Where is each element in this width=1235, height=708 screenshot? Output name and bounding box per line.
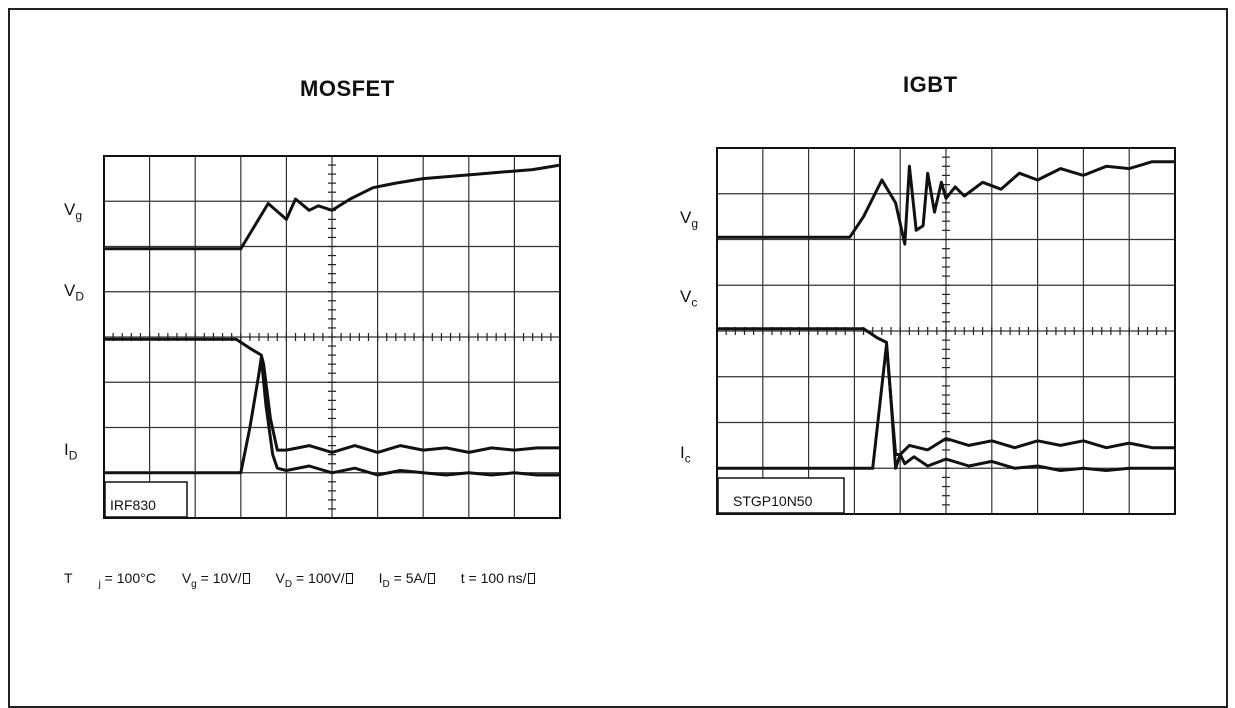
mosfet-title: MOSFET [300,76,395,101]
igbt-vc-label: Vc [680,287,698,310]
oscilloscope-plots [103,147,1176,519]
igbt-ic-label: Ic [680,443,691,466]
condition-vg: Vg = 10V/ [182,570,250,590]
igbt-title: IGBT [903,72,958,97]
mosfet-trace-vg [104,163,561,251]
igbt-trace-ic [717,343,1175,472]
mosfet-id-label: ID [64,440,78,463]
mosfet-trace-id [104,355,560,477]
mosfet-vg-label: Vg [64,200,83,223]
mosfet-plot-frame [103,155,561,519]
condition-vd: VD = 100V/ [276,570,353,590]
igbt-part-box [717,477,845,514]
mosfet-part-label: IRF830 [110,497,156,513]
condition-id: ID = 5A/ [379,570,435,590]
igbt-part-label: STGP10N50 [733,493,813,509]
mosfet-part-box [104,481,188,518]
igbt-trace-vg [717,160,1175,246]
mosfet-vd-label: VD [64,281,85,304]
mosfet-trace-vd [104,337,560,454]
igbt-trace-vc [717,327,1175,456]
condition-time: t = 100 ns/ [461,570,535,586]
igbt-plot-frame [716,147,1176,515]
igbt-vg-label: Vg [680,208,699,231]
